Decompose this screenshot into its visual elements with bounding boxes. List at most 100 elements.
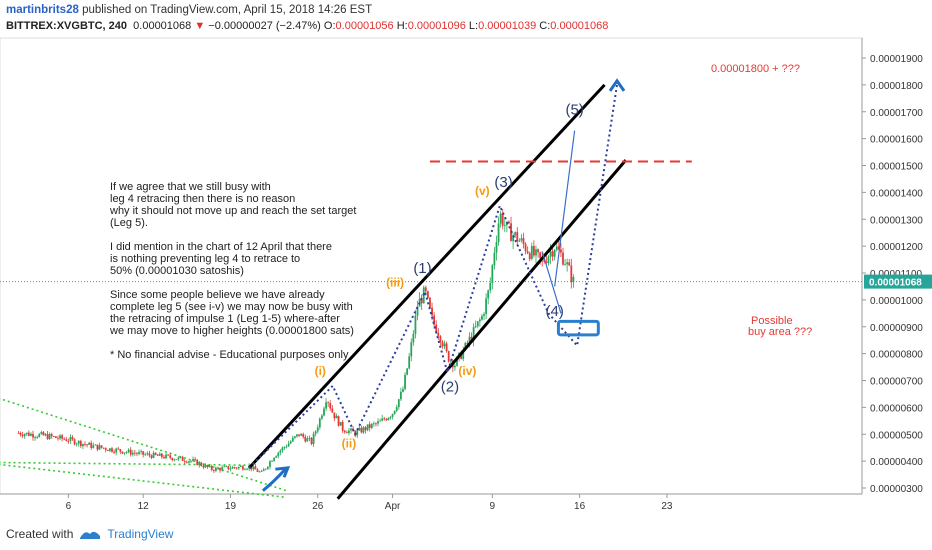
open-label: O:	[323, 20, 336, 32]
candle-body	[427, 291, 429, 298]
annotation-line	[110, 229, 356, 241]
annotation-line: we may move to higher heights (0.0000180…	[110, 325, 354, 337]
candle-body	[86, 444, 88, 446]
candle-body	[69, 437, 72, 442]
current-price-tag	[864, 274, 932, 289]
candle-body	[123, 452, 126, 454]
tradingview-brand[interactable]: TradingView	[107, 527, 174, 541]
candle-body	[406, 368, 409, 375]
y-tick-label: 0.00000600	[870, 403, 923, 414]
wave-label: (5)	[565, 101, 583, 118]
candle-body	[524, 244, 527, 252]
candle-body	[293, 436, 296, 438]
candle-body	[570, 265, 573, 283]
candle-body	[491, 265, 494, 284]
candle-body	[300, 434, 303, 436]
candle-body	[138, 452, 140, 454]
candle-body	[316, 427, 319, 432]
x-tick-label: 6	[66, 501, 72, 512]
candle-body	[237, 466, 240, 469]
candle-body	[171, 457, 174, 461]
candle-body	[212, 470, 215, 471]
candle-body	[75, 443, 78, 445]
annotation-line: I did mention in the chart of 12 April t…	[110, 241, 332, 253]
candle-body	[532, 246, 535, 256]
symbol-label: BITTREX:XVGBTC, 240	[6, 20, 128, 32]
wave-label: (3)	[494, 174, 512, 191]
candle-body	[537, 249, 539, 253]
candle-body	[420, 298, 423, 304]
candle-body	[160, 453, 163, 458]
candle-body	[144, 454, 147, 456]
candle-body	[368, 424, 371, 428]
candle-body	[225, 466, 228, 467]
candle-body	[206, 465, 209, 467]
candle-body	[61, 435, 64, 439]
candle-body	[325, 402, 327, 409]
candle-body	[242, 466, 244, 470]
candle-body	[165, 454, 167, 459]
candle-body	[229, 468, 232, 470]
candle-body	[337, 416, 340, 426]
candle-body	[285, 446, 288, 448]
candle-body	[163, 457, 165, 459]
candle-body	[90, 442, 93, 448]
wave-label: (iii)	[386, 275, 404, 289]
candle-body	[63, 438, 66, 440]
candle-body	[38, 433, 41, 437]
candle-body	[273, 457, 276, 461]
candle-body	[327, 402, 330, 404]
author-link[interactable]: martinbrits28	[6, 4, 79, 16]
channel-line	[248, 83, 606, 469]
candle-body	[150, 455, 153, 458]
candle-body	[258, 471, 261, 473]
candle-body	[372, 423, 375, 425]
candle-body	[312, 433, 315, 445]
candle-body	[545, 261, 548, 264]
y-tick-label: 0.00001400	[870, 188, 923, 199]
candle-body	[275, 456, 278, 458]
candle-body	[474, 326, 477, 328]
candle-body	[17, 432, 20, 434]
candle-body	[215, 467, 217, 471]
chart-header: martinbrits28 published on TradingView.c…	[6, 4, 372, 16]
candle-body	[57, 437, 59, 439]
annotation-line	[110, 277, 356, 289]
candle-body	[466, 342, 469, 344]
candle-body	[217, 467, 219, 469]
candle-body	[77, 440, 80, 444]
green-trend-line	[0, 463, 287, 499]
annotation-line: If we agree that we still busy with	[110, 181, 271, 193]
candle-body	[472, 327, 475, 341]
candle-body	[79, 440, 82, 447]
candle-body	[539, 252, 542, 258]
target-price-text: 0.00001800 + ???	[711, 63, 800, 75]
y-tick-label: 0.00000900	[870, 323, 923, 334]
candle-body	[348, 430, 350, 434]
candle-body	[279, 450, 282, 453]
candle-body	[167, 454, 170, 456]
annotation-line: Since some people believe we have alread…	[110, 289, 325, 301]
candle-body	[169, 455, 172, 458]
candle-body	[381, 418, 384, 421]
wave-label: (1)	[413, 260, 431, 277]
candle-body	[397, 399, 400, 408]
candle-body	[23, 434, 26, 437]
candle-body	[190, 460, 192, 462]
candle-body	[304, 436, 307, 442]
candle-body	[291, 437, 294, 442]
candle-body	[568, 262, 571, 266]
green-trend-line	[0, 397, 287, 492]
breakout-arrow-icon	[261, 468, 287, 492]
candle-body	[499, 213, 502, 224]
candle-body	[549, 251, 552, 257]
candle-body	[435, 324, 438, 333]
candle-body	[252, 466, 255, 470]
candle-body	[562, 252, 564, 265]
y-tick-label: 0.00000500	[870, 430, 923, 441]
annotation-line: complete leg 5 (see i-v) we may now be b…	[110, 301, 353, 313]
x-tick-label: 23	[661, 501, 673, 512]
down-arrow-icon: ▼	[194, 20, 206, 32]
candle-body	[244, 469, 246, 471]
